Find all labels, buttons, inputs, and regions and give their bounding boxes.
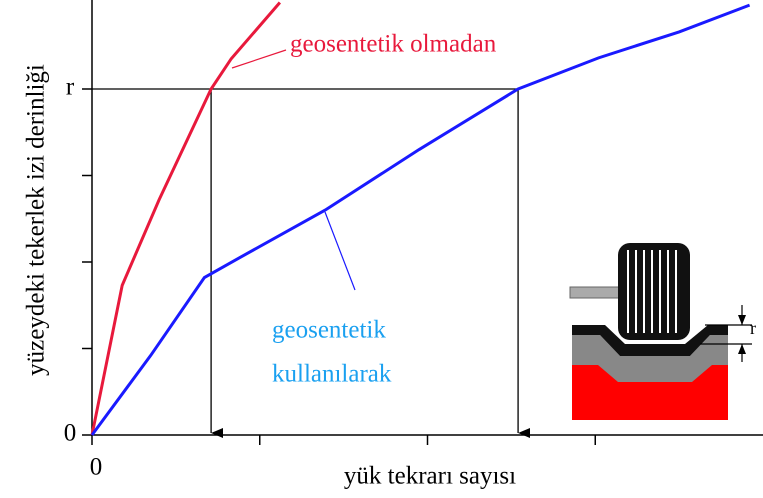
annotation: geosentetik [272,317,386,344]
annotation: geosentetik olmadan [290,31,497,58]
x-axis-label: yük tekrarı sayısı [344,463,516,490]
y-tick-label: 0 [64,420,77,447]
illustration-label: r [750,318,756,338]
y-tick-label: r [66,74,75,101]
series-line [92,3,280,436]
annotation: kullanılarak [272,361,392,388]
chart: r yük tekrarı sayısı yüzeydeki tekerlek … [0,0,763,498]
leader-line [232,50,286,68]
leader-line [325,212,355,290]
y-axis-label: yüzeydeki tekerlek izi derinliği [23,64,50,376]
wheel-illustration: r [570,243,756,420]
x-tick-label: 0 [90,454,103,481]
